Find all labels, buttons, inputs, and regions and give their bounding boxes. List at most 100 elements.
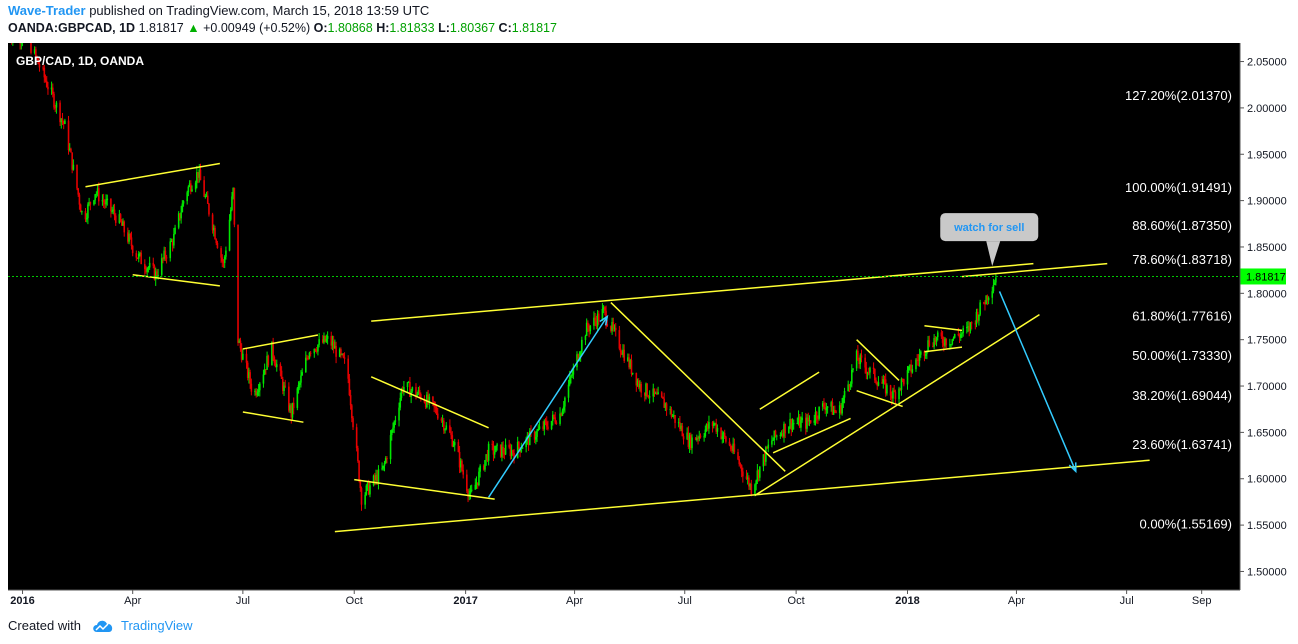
candle-body [204,196,207,198]
candle-body [986,295,989,301]
symbol-header: OANDA:GBPCAD, 1D 1.81817 ▲ +0.00949 (+0.… [8,21,557,35]
candle-body [823,403,825,408]
candle-body [749,484,751,487]
candle-body [771,440,773,445]
arrow-line [998,291,1077,472]
x-tick-label: Apr [124,595,141,607]
candle-body [275,364,278,368]
author-link[interactable]: Wave-Trader [8,3,86,18]
candle-body [208,203,210,215]
candle-body [87,204,89,219]
candle-body [349,395,352,406]
candle-body [699,435,702,438]
tradingview-cloud-icon [93,620,113,632]
candle-body [321,339,324,343]
candle-body [544,420,547,422]
candle-body [790,419,793,430]
y-tick-label: 1.75000 [1247,335,1287,347]
candle-body [492,444,495,455]
candle-body [249,372,251,384]
candle-body [961,332,963,335]
candle-body [306,357,308,359]
candle-body [579,352,582,357]
candle-body [797,416,800,424]
candle-body [461,460,463,471]
x-tick-label: Apr [566,595,583,607]
candle-body [968,326,971,331]
price-chart[interactable]: 127.20%(2.01370) 100.00%(1.91491) 88.60%(1… [0,28,1298,609]
candle-body [240,348,243,360]
candle-body [331,341,334,346]
candle-body [645,383,647,396]
candle-body [589,325,592,332]
candle-body [762,454,765,467]
candle-body [772,439,774,441]
candle-body [807,417,810,422]
candle-body [843,391,846,398]
candle-body [669,408,672,410]
candle-body [949,344,951,346]
candle-body [238,340,241,343]
candle-body [970,322,973,324]
candle-body [647,396,650,398]
candle-body [652,388,655,397]
candle-body [256,392,259,396]
tradingview-link[interactable]: TradingView [120,618,193,633]
candle-body [950,344,952,346]
last-price-tag-label: 1.81817 [1246,271,1286,283]
plot-background [8,43,1240,590]
candle-body [120,221,123,226]
candle-body [146,268,149,272]
candle-body [629,360,632,368]
candle-body [205,195,208,197]
x-tick-label: Oct [346,595,363,607]
candle-body [450,432,452,436]
callout-text: watch for sell [953,222,1024,234]
high-label: H: [376,21,390,35]
candle-body [910,364,912,373]
candle-body [821,403,824,407]
candle-body [618,330,621,349]
candle-body [510,450,513,457]
candle-body [712,423,715,427]
candle-body [165,257,168,259]
candle-body [423,399,426,403]
candle-body [369,485,371,495]
candle-body [513,452,515,459]
arrow-head [599,314,609,326]
candle-body [943,342,945,346]
candle-body [341,353,343,355]
candle-body [882,379,885,384]
fib-level-label: 38.20%(1.69044) [1132,388,1232,403]
candle-body [424,402,427,408]
candle-body [342,353,345,358]
candle-body [326,335,329,339]
candle-body [196,172,198,183]
change-value: +0.00949 (+0.52%) [203,21,311,35]
candle-body [637,380,640,388]
candle-body [343,357,346,359]
candle-body [962,328,964,333]
candle-body [716,428,719,432]
candle-body [220,248,222,258]
candle-body [245,353,248,363]
candle-body [808,420,811,422]
candle-body [957,334,960,336]
trendline [85,162,220,188]
candle-body [987,297,990,301]
candle-body [564,397,566,407]
candle-body [323,335,325,343]
candle-body [181,203,184,213]
candle-body [283,385,285,391]
candle-body [407,382,410,384]
chart-area[interactable]: 127.20%(2.01370) 100.00%(1.91491) 88.60%(1… [0,28,1298,609]
candle-body [723,432,726,437]
candle-body [77,188,80,195]
candle-body [135,253,138,258]
fib-level-label: 0.00%(1.55169) [1139,517,1232,532]
candle-body [171,241,174,246]
overlays: 127.20%(2.01370) 100.00%(1.91491) 88.60%(1… [8,88,1286,532]
candle-body [300,375,302,383]
arrow-line [487,316,608,498]
candle-body [918,354,921,361]
